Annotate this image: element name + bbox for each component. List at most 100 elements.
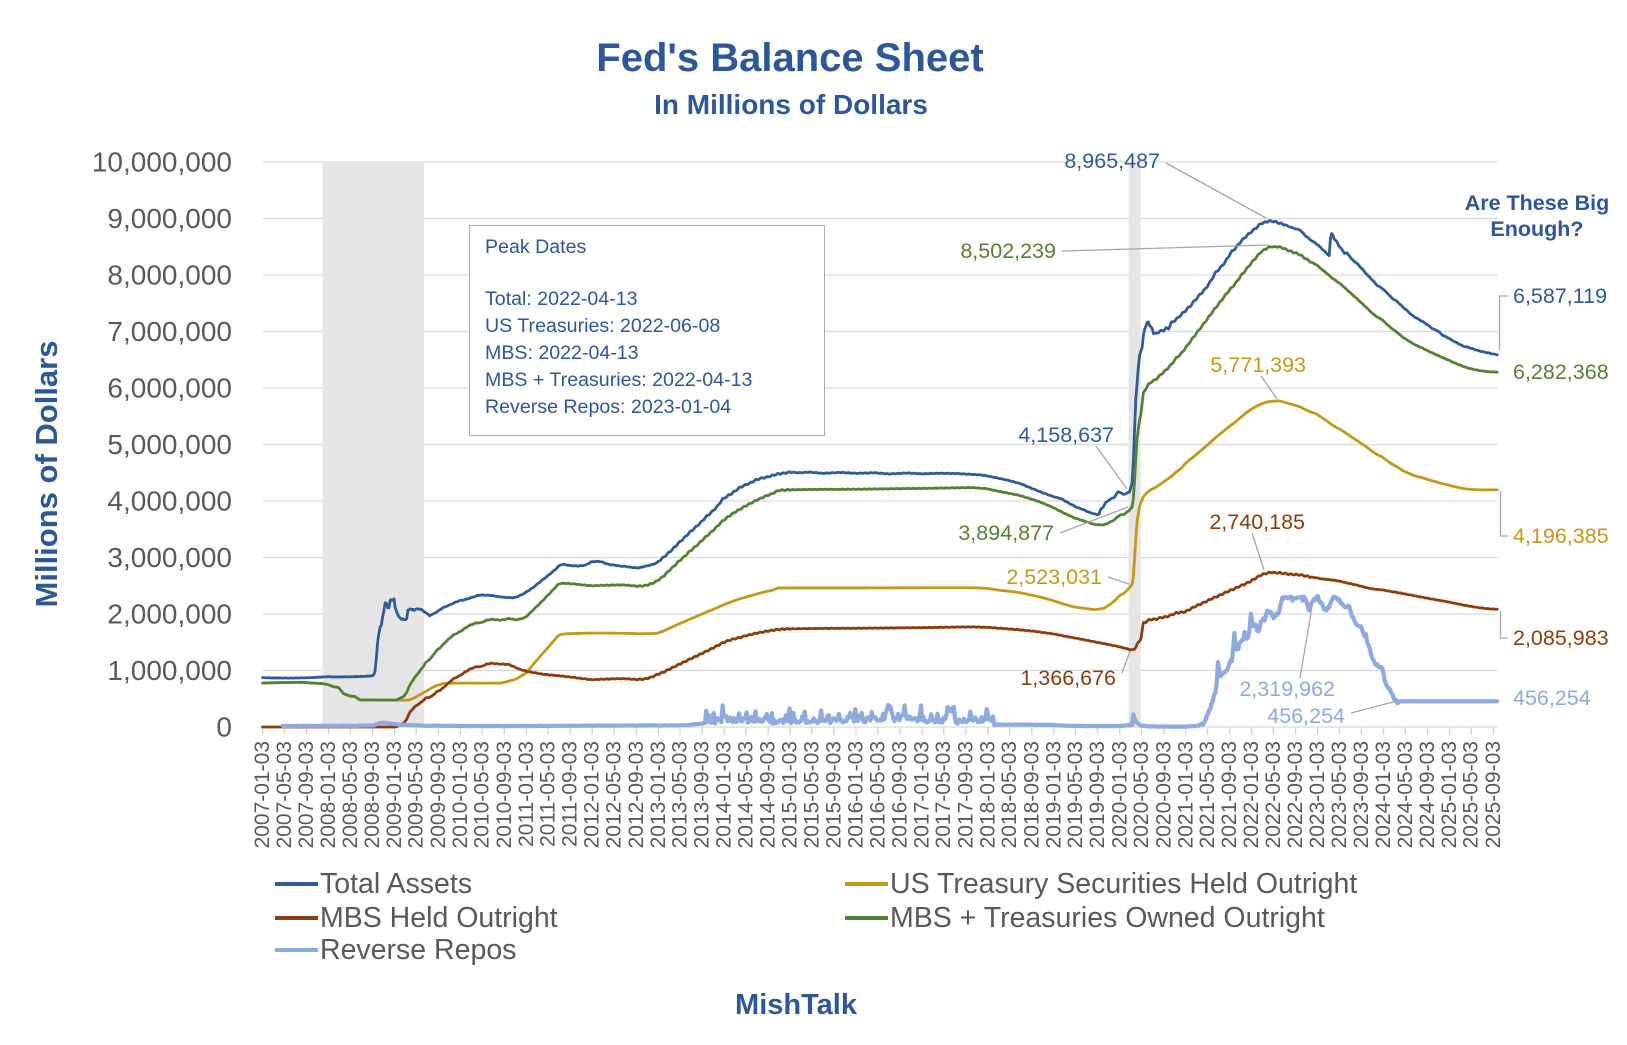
- y-axis-label: 5,000,000: [107, 429, 232, 460]
- peak-box-title: Peak Dates: [485, 236, 587, 258]
- end-value-label: 6,282,368: [1513, 360, 1609, 384]
- x-axis-label: 2015-05-03: [800, 741, 823, 848]
- side-note-line: Enough?: [1490, 217, 1584, 241]
- callout-leader: [1299, 600, 1314, 679]
- legend-swatch-mbs: [275, 916, 318, 920]
- x-axis-label: 2023-05-03: [1328, 741, 1351, 848]
- end-value-label: 2,085,983: [1513, 626, 1609, 650]
- legend-label-mbs: MBS Held Outright: [320, 901, 558, 934]
- legend-item-mbs: MBS Held Outright: [275, 901, 558, 934]
- legend-label-total_assets: Total Assets: [320, 867, 473, 900]
- legend-swatch-mbs_plus_treasuries: [845, 916, 888, 920]
- x-axis-label: 2024-01-03: [1372, 741, 1395, 848]
- x-axis-label: 2012-09-03: [625, 741, 648, 848]
- end-value-label: 6,587,119: [1513, 284, 1607, 308]
- x-axis-label: 2021-01-03: [1174, 741, 1197, 848]
- callout-label: 2,319,962: [1239, 677, 1335, 701]
- x-axis-label: 2011-05-03: [537, 741, 560, 847]
- x-axis-label: 2014-09-03: [757, 741, 780, 848]
- chart-subtitle: In Millions of Dollars: [654, 89, 928, 120]
- end-label-leader: [1499, 611, 1508, 639]
- x-axis-label: 2013-05-03: [668, 741, 691, 848]
- x-axis-label: 2014-01-03: [713, 741, 736, 848]
- callout-leader: [1059, 506, 1129, 534]
- callout-leader: [1107, 576, 1130, 585]
- x-axis-label: 2025-01-03: [1438, 741, 1461, 848]
- x-axis-label: 2014-05-03: [734, 741, 757, 848]
- series-line-us_treasuries: [261, 399, 1499, 702]
- end-value-label: 4,196,385: [1513, 524, 1609, 548]
- series-line-total_assets: [261, 219, 1499, 680]
- x-axis-label: 2023-01-03: [1306, 741, 1329, 848]
- x-axis-label: 2020-01-03: [1108, 741, 1131, 848]
- callout-label: 4,158,637: [1018, 423, 1114, 447]
- x-axis-label: 2008-09-03: [361, 741, 384, 848]
- x-axis-label: 2018-05-03: [998, 741, 1021, 848]
- legend-item-total_assets: Total Assets: [275, 867, 473, 900]
- legend-item-us_treasuries: US Treasury Securities Held Outright: [845, 867, 1358, 900]
- y-axis-label: 8,000,000: [107, 260, 232, 291]
- x-axis-label: 2013-01-03: [647, 741, 670, 848]
- y-axis-label: 1,000,000: [107, 655, 232, 686]
- legend-item-mbs_plus_treasuries: MBS + Treasuries Owned Outright: [845, 901, 1325, 934]
- side-note: Are These Big Enough?: [1465, 190, 1610, 242]
- x-axis-label: 2011-09-03: [559, 741, 582, 847]
- x-axis-label: 2009-05-03: [405, 741, 428, 848]
- x-axis-label: 2010-05-03: [471, 741, 494, 848]
- peak-dates-annotation-box: Peak Dates Total: 2022-04-13 US Treasuries…: [469, 225, 825, 436]
- x-axis-label: 2008-05-03: [339, 741, 362, 848]
- x-axis-label: 2016-09-03: [889, 741, 912, 848]
- x-axis-label: 2018-01-03: [976, 741, 999, 848]
- series-line-mbs_plus_treasuries: [261, 245, 1499, 702]
- x-axis-label: 2010-09-03: [493, 741, 516, 848]
- y-axis-label: 10,000,000: [92, 147, 232, 178]
- end-label-leader: [1498, 295, 1508, 350]
- callout-label: 8,502,239: [960, 239, 1056, 263]
- callout-label: 2,523,031: [1006, 565, 1102, 589]
- callout-label: 8,965,487: [1064, 149, 1160, 173]
- x-axis-label: 2009-01-03: [383, 741, 406, 848]
- side-note-line: Are These Big: [1464, 191, 1610, 215]
- x-axis-label: 2017-01-03: [911, 741, 934, 848]
- x-axis-label: 2007-05-03: [273, 741, 296, 848]
- y-axis-label: 0: [216, 712, 232, 743]
- x-axis-label: 2007-01-03: [251, 741, 274, 848]
- x-axis-label: 2015-01-03: [779, 741, 802, 848]
- x-axis-label: 2022-05-03: [1262, 741, 1285, 848]
- x-axis-label: 2021-09-03: [1218, 741, 1241, 848]
- x-axis-label: 2009-09-03: [427, 741, 450, 848]
- peak-box-line: Reverse Repos: 2023-01-04: [485, 396, 732, 418]
- y-axis-label: 3,000,000: [107, 542, 232, 573]
- series-line-reverse_repos: [280, 593, 1500, 729]
- callout-label: 456,254: [1267, 704, 1345, 728]
- peak-box-line: US Treasuries: 2022-06-08: [485, 315, 721, 337]
- x-axis-label: 2013-09-03: [691, 741, 714, 848]
- x-axis-label: 2008-01-03: [317, 741, 340, 848]
- recession-band: [322, 162, 424, 727]
- legend-label-mbs_plus_treasuries: MBS + Treasuries Owned Outright: [890, 901, 1325, 934]
- peak-box-line: MBS + Treasuries: 2022-04-13: [485, 369, 753, 391]
- callout-label: 5,771,393: [1210, 353, 1306, 377]
- series-line-mbs: [261, 570, 1499, 729]
- watermark: MishTalk: [735, 989, 857, 1021]
- x-axis-label: 2015-09-03: [822, 741, 845, 848]
- x-axis-label: 2024-09-03: [1416, 741, 1439, 848]
- legend-label-reverse_repos: Reverse Repos: [320, 933, 517, 966]
- end-label-leader: [1499, 491, 1508, 537]
- callout-leader: [1095, 445, 1128, 490]
- x-axis-label: 2019-09-03: [1086, 741, 1109, 848]
- peak-box-line: MBS: 2022-04-13: [485, 342, 639, 364]
- x-axis-label: 2022-09-03: [1284, 741, 1307, 848]
- y-axis-title: Millions of Dollars: [29, 340, 64, 608]
- x-axis-label: 2022-01-03: [1240, 741, 1263, 848]
- y-axis-label: 7,000,000: [107, 316, 232, 347]
- legend-item-reverse_repos: Reverse Repos: [275, 933, 517, 966]
- legend-swatch-us_treasuries: [845, 882, 888, 886]
- x-axis-label: 2011-01-03: [515, 741, 538, 847]
- x-axis-label: 2012-01-03: [581, 741, 604, 848]
- legend-label-us_treasuries: US Treasury Securities Held Outright: [890, 867, 1358, 900]
- x-axis-label: 2018-09-03: [1020, 741, 1043, 848]
- callout-leader: [1061, 244, 1269, 252]
- chart-title: Fed's Balance Sheet: [596, 36, 984, 80]
